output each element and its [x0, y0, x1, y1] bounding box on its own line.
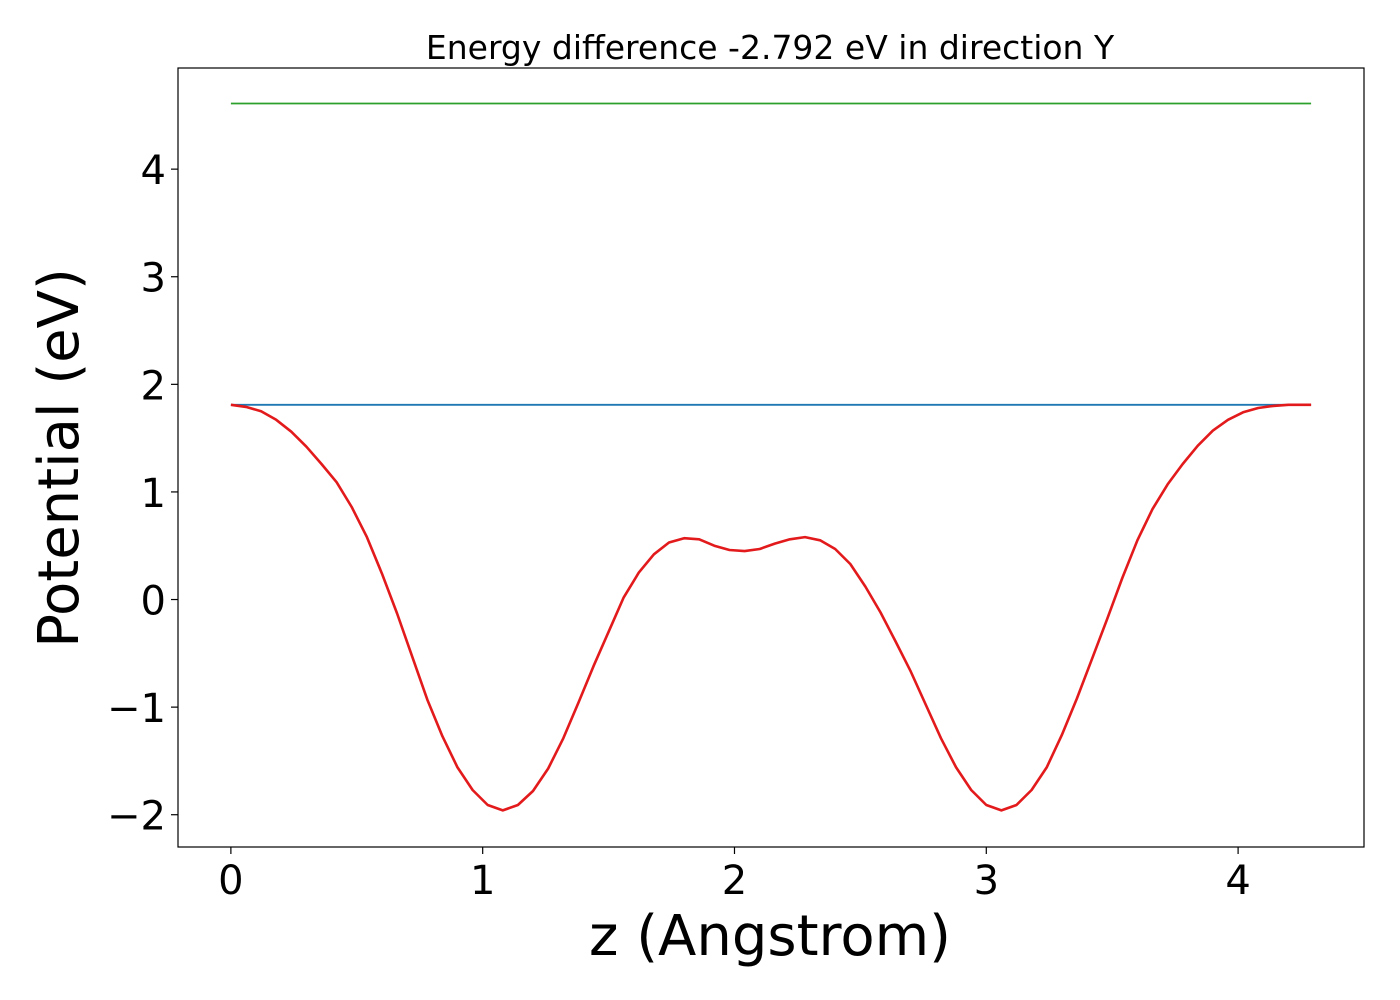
y-tick-label: 3 [141, 256, 166, 302]
y-tick-label: 4 [141, 148, 166, 194]
x-tick-label: 3 [974, 858, 999, 904]
y-axis-ticks: −2 −1 0 1 2 3 4 [107, 148, 178, 840]
y-tick-label: 0 [141, 579, 166, 625]
y-axis-label: Potential (eV) [27, 268, 92, 648]
series-line-2 [230, 403, 1312, 812]
x-tick-label: 2 [722, 858, 747, 904]
y-tick-label: 1 [141, 471, 166, 517]
chart-title: Energy difference -2.792 eV in direction… [426, 28, 1115, 67]
y-tick-label: −2 [107, 794, 166, 840]
y-tick-label: −1 [107, 686, 166, 732]
series-layer [230, 102, 1312, 812]
x-tick-label: 0 [218, 858, 243, 904]
y-tick-label: 2 [141, 363, 166, 409]
plot-frame [177, 67, 1365, 848]
x-tick-label: 1 [470, 858, 495, 904]
x-axis-label: z (Angstrom) [589, 904, 951, 969]
x-axis-ticks: 0 1 2 3 4 [218, 847, 1251, 904]
x-tick-label: 4 [1225, 858, 1250, 904]
